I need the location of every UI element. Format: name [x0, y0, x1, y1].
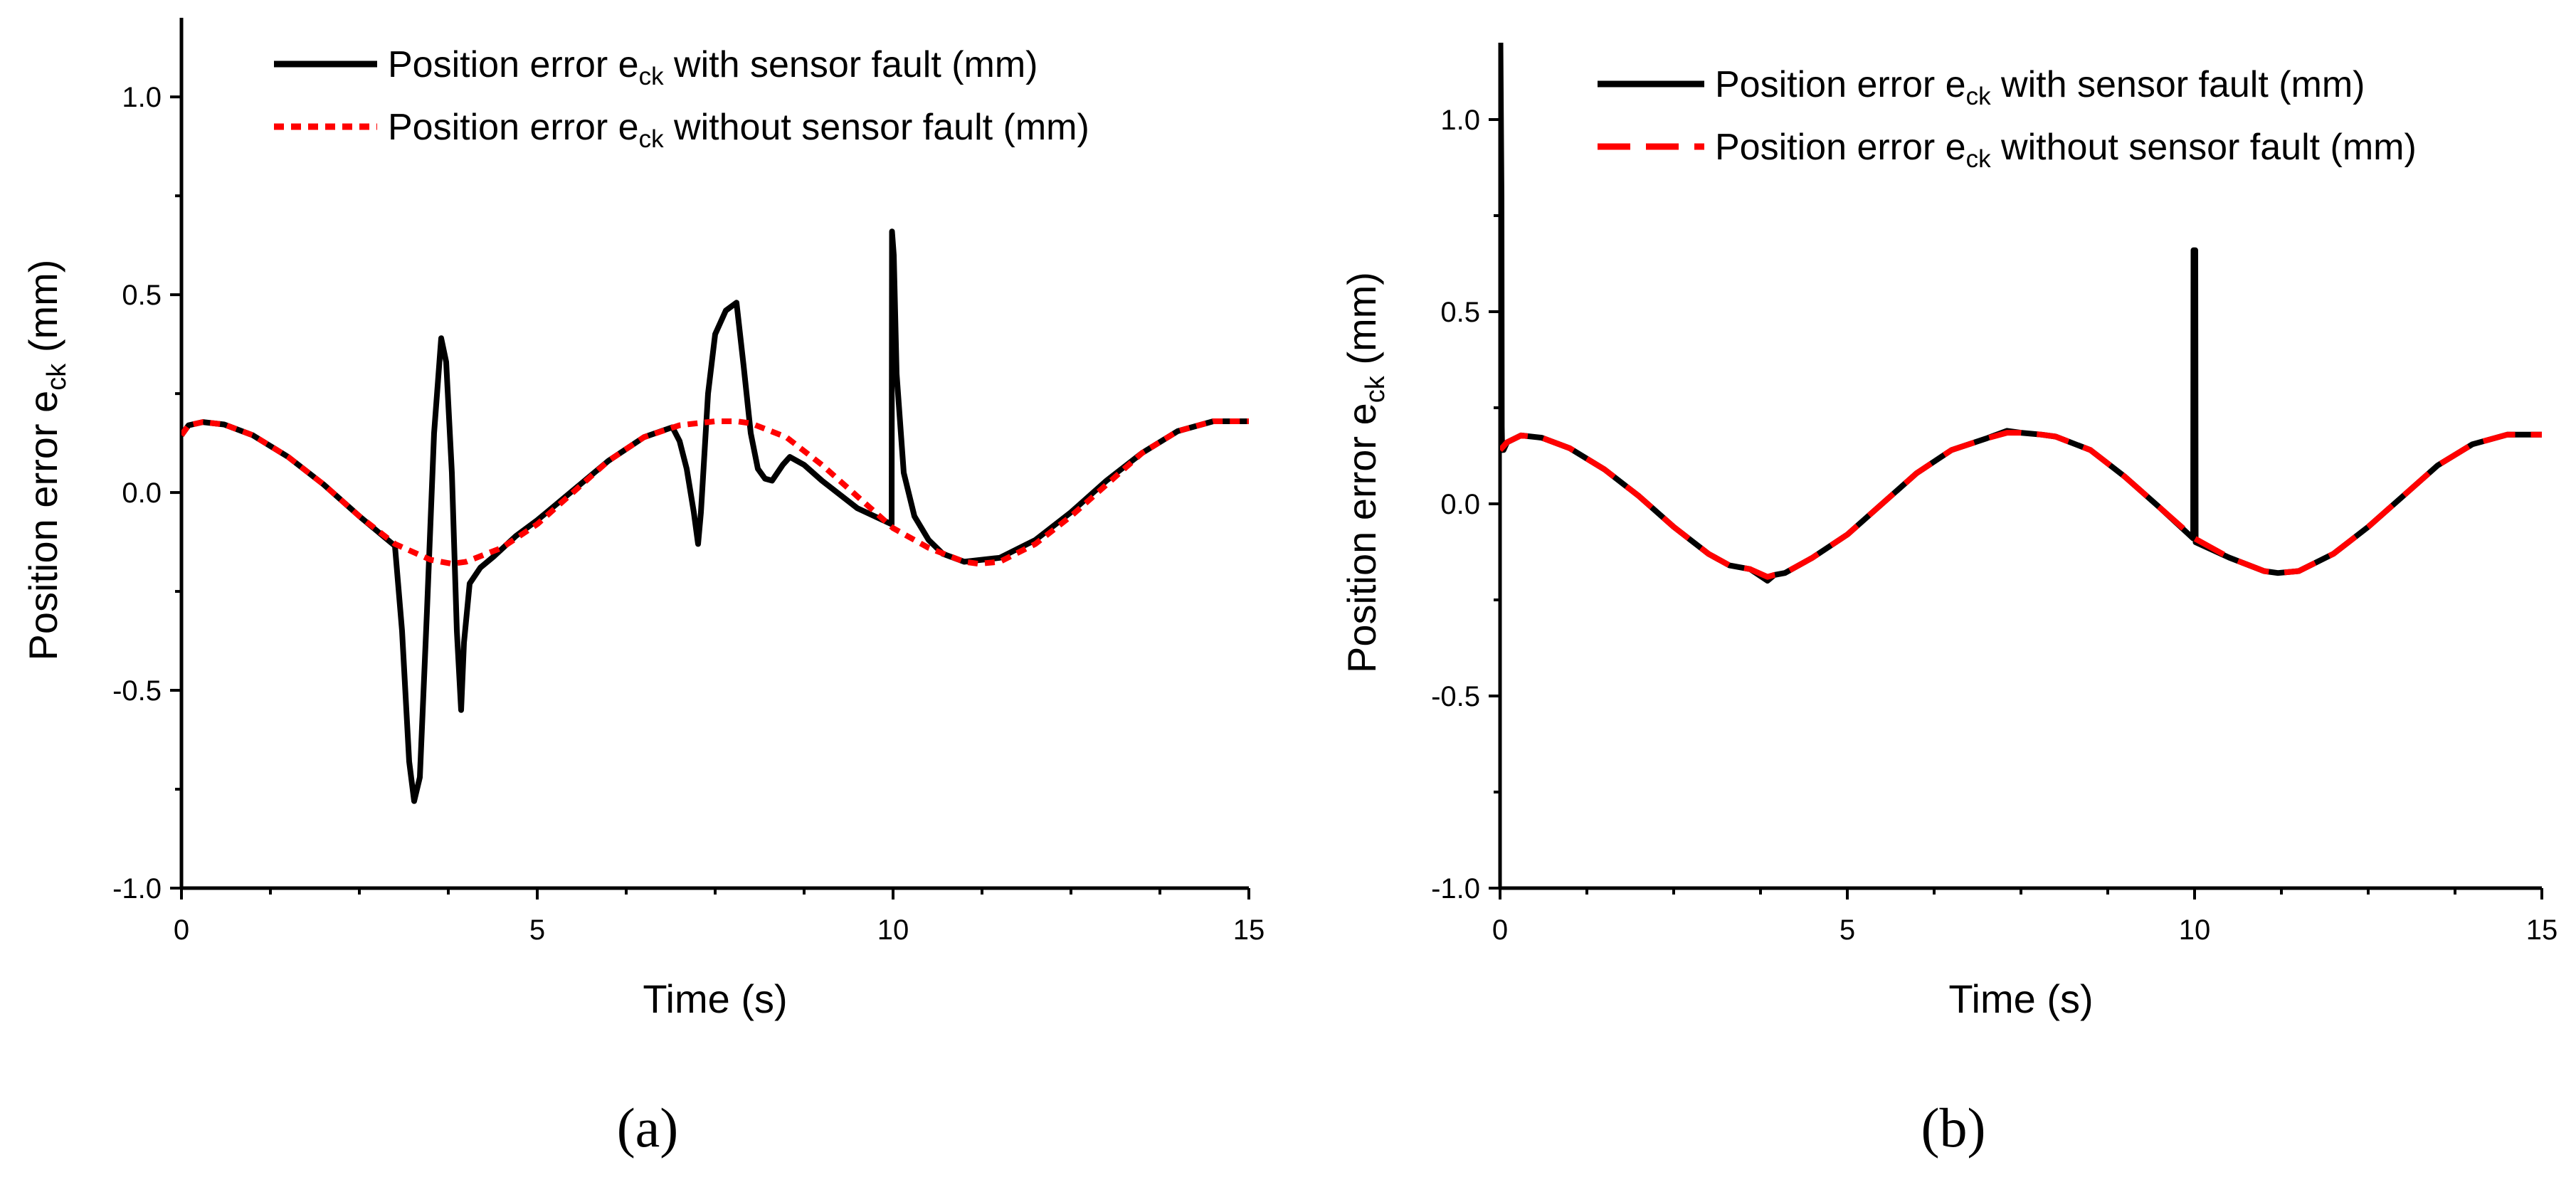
panel-a-series-without-fault-line — [181, 418, 1249, 567]
panel-b-y-axis-label: Position error eck (mm) — [1339, 272, 1390, 673]
panel-b-x-tick-label: 15 — [2526, 914, 2558, 946]
panel-a-x-tick-label: 15 — [1233, 914, 1265, 946]
panel-b-y-tick-label: 0.5 — [1440, 297, 1480, 328]
panel-a-y-tick-label: -1.0 — [112, 873, 162, 904]
panel-a-y-tick-label: -0.5 — [112, 675, 162, 707]
panel-b-y-tick-label: -0.5 — [1431, 681, 1480, 712]
panel-b-x-tick-label: 10 — [2179, 914, 2211, 946]
panel-b-y-tick-label: 1.0 — [1440, 105, 1480, 136]
panel-b-x-tick-label: 5 — [1839, 914, 1855, 946]
panel-a-legend-label-0: Position error eck with sensor fault (mm… — [388, 44, 1038, 90]
chart-panel-a: 0 5 10 15 -1.0 -0.5 0.0 0.5 1.0 Time (s) Position … — [21, 18, 1265, 1021]
panel-label-a-text: (a) — [616, 1097, 679, 1159]
panel-a-x-tick-label: 5 — [529, 914, 545, 946]
panel-label-a: (a) — [576, 1096, 719, 1160]
panel-a-x-tick-label: 10 — [877, 914, 909, 946]
panel-a-y-tick-label: 0.0 — [122, 478, 162, 509]
panel-a-y-axis-label: Position error eck (mm) — [21, 260, 72, 661]
panel-b-x-tick-label: 0 — [1492, 914, 1508, 946]
panel-a-y-tick-label: 0.5 — [122, 280, 162, 311]
chart-panel-b: 0 5 10 15 -1.0 -0.5 0.0 0.5 1.0 Time (s) Position … — [1339, 43, 2557, 1021]
panel-a-legend-label-1: Position error eck without sensor fault … — [388, 107, 1089, 153]
panel-b-x-axis-label: Time (s) — [1948, 976, 2093, 1021]
panel-a-x-axis-label: Time (s) — [643, 976, 787, 1021]
panel-b-series-with-fault-line — [1500, 43, 2542, 584]
panel-a-y-tick-label: 1.0 — [122, 82, 162, 113]
panel-b-legend-label-1: Position error eck without sensor fault … — [1715, 127, 2417, 173]
panel-b-legend-label-0: Position error eck with sensor fault (mm… — [1715, 64, 2365, 110]
panel-b-series-without-fault-line — [1500, 430, 2542, 580]
panel-a-series-with-fault-line — [181, 228, 1249, 804]
panel-b-y-tick-label: 0.0 — [1440, 489, 1480, 520]
panel-label-b-text: (b) — [1921, 1097, 1986, 1159]
panel-label-b: (b) — [1882, 1096, 2025, 1160]
panel-a-x-tick-label: 0 — [174, 914, 189, 946]
panel-b-y-tick-label: -1.0 — [1431, 873, 1480, 904]
